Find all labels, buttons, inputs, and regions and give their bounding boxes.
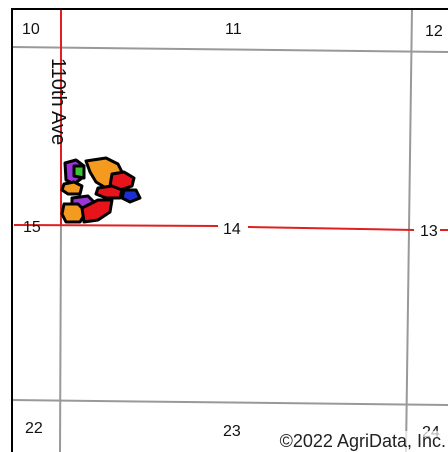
section-label-14: 14 [223, 221, 241, 238]
section-line-bottom [10, 399, 448, 406]
soil-polygon-green[interactable] [72, 164, 86, 180]
section-label-15: 15 [23, 219, 41, 236]
soil-polygon-orange-bottom[interactable] [60, 202, 88, 224]
section-label-11: 11 [225, 21, 242, 38]
section-line-left [59, 219, 62, 452]
section-label-13: 13 [420, 223, 438, 240]
section-label-22: 22 [25, 420, 43, 437]
soil-polygons[interactable] [60, 156, 142, 224]
road-label-110th-ave: 110th Ave [47, 58, 69, 145]
soil-polygon-red-bottom[interactable] [80, 198, 114, 224]
section-label-23: 23 [223, 423, 241, 440]
copyright-notice: ©2022 AgriData, Inc. [277, 431, 448, 452]
section-label-12: 12 [425, 23, 443, 40]
section-labels: 10 11 12 15 14 13 22 23 24 [22, 21, 443, 441]
soil-polygon-red-mid[interactable] [94, 184, 124, 200]
road-line-horizontal-mid [247, 226, 415, 231]
soil-polygon-orange-mid[interactable] [60, 180, 84, 196]
section-line-top [10, 46, 448, 53]
soil-polygon-blue[interactable] [120, 188, 142, 204]
road-line-horizontal-left [13, 224, 219, 227]
section-label-10: 10 [22, 21, 40, 38]
